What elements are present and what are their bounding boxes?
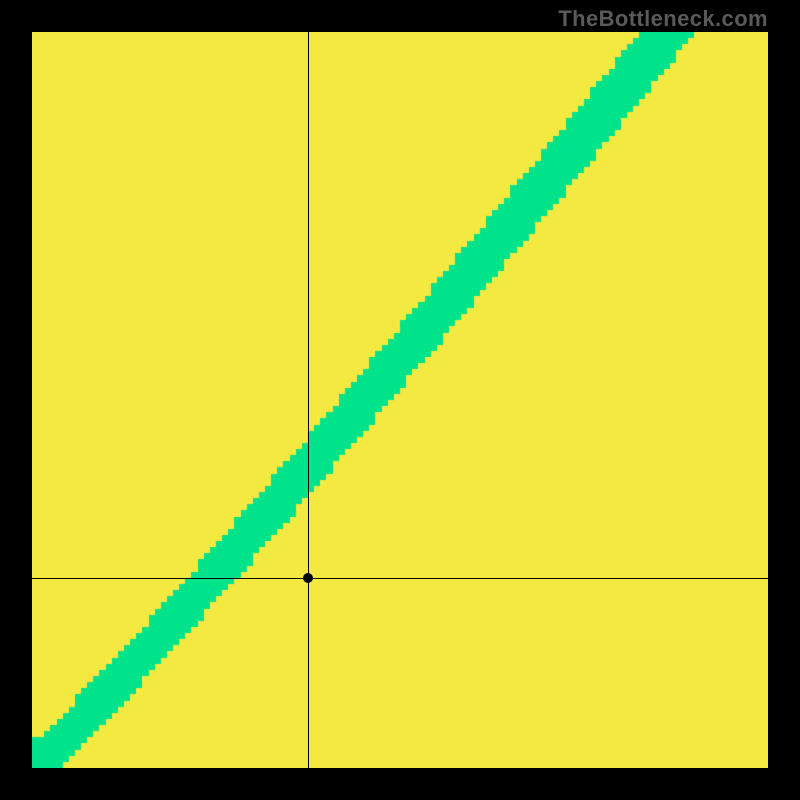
heatmap-canvas <box>32 32 768 768</box>
figure-container: TheBottleneck.com <box>0 0 800 800</box>
watermark-text: TheBottleneck.com <box>558 6 768 32</box>
plot-area <box>32 32 768 768</box>
crosshair-vertical <box>308 32 309 768</box>
crosshair-horizontal <box>32 578 768 579</box>
marker-dot <box>303 573 313 583</box>
